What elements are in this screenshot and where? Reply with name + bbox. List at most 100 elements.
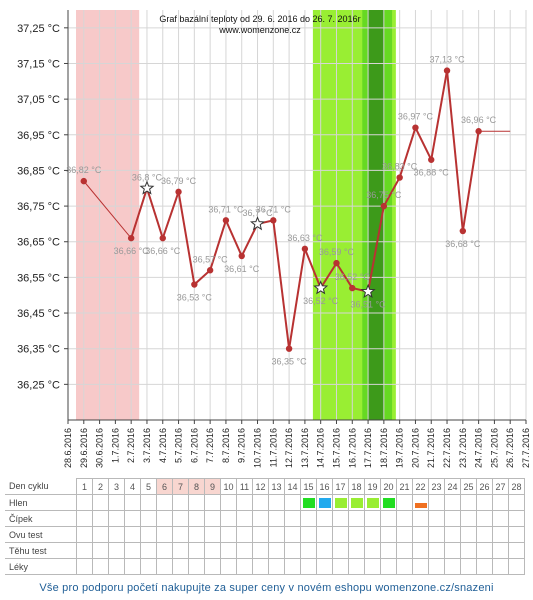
empty-cell: [92, 526, 109, 543]
empty-cell: [172, 510, 189, 527]
x-tick-label: 1.7.2016: [110, 428, 120, 463]
empty-cell: [140, 510, 157, 527]
empty-cell: [412, 526, 429, 543]
band-green-dark: [368, 10, 385, 420]
empty-cell: [300, 510, 317, 527]
hlen-mark: [350, 497, 363, 508]
hlen-cell: [220, 494, 237, 511]
data-label: 36,53 °C: [177, 293, 213, 303]
empty-cell: [508, 526, 525, 543]
empty-cell: [348, 542, 365, 559]
empty-cell: [492, 558, 509, 575]
empty-cell: [108, 510, 125, 527]
hlen-cell: [364, 494, 381, 511]
data-point: [349, 284, 356, 292]
x-tick-label: 11.7.2016: [268, 428, 278, 467]
x-tick-label: 30.6.2016: [95, 428, 105, 468]
cycle-day-cell: 25: [460, 478, 477, 495]
empty-cell: [92, 510, 109, 527]
cycle-day-cell: 9: [204, 478, 221, 495]
empty-cell: [188, 510, 205, 527]
empty-cell: [508, 558, 525, 575]
hlen-mark: [382, 497, 395, 508]
x-tick-label: 7.7.2016: [205, 428, 215, 463]
empty-cell: [156, 558, 173, 575]
empty-cell: [364, 526, 381, 543]
empty-cell: [460, 526, 477, 543]
cycle-day-cell: 26: [476, 478, 493, 495]
x-tick-label: 16.7.2016: [347, 428, 357, 468]
empty-cell: [316, 510, 333, 527]
empty-cell: [204, 558, 221, 575]
footer-shop-link[interactable]: Vše pro podporu početí nakupujte za supe…: [39, 582, 494, 594]
cycle-day-cell: 15: [300, 478, 317, 495]
cycle-day-cell: 11: [236, 478, 253, 495]
data-point-star: [139, 180, 155, 195]
cycle-day-cell: 23: [428, 478, 445, 495]
data-point: [238, 252, 245, 260]
cycle-day-cell: 21: [396, 478, 413, 495]
row-label: Ovu test: [5, 526, 77, 543]
empty-cell: [124, 510, 141, 527]
x-tick-label: 13.7.2016: [300, 428, 310, 468]
empty-cell: [460, 542, 477, 559]
hlen-cell: [300, 494, 317, 511]
band-pink: [76, 10, 140, 420]
cycle-table: Den cyklu 1 2 3 4 5 6 7 8 9 10 11 12 13 14 15 16 17 18 19 20…: [5, 478, 525, 575]
row-label: Léky: [5, 558, 77, 575]
empty-cell: [380, 510, 397, 527]
empty-cell: [364, 558, 381, 575]
hlen-cell: [156, 494, 173, 511]
hlen-cell: [396, 494, 413, 511]
y-tick-label: 36,75 °C: [17, 201, 60, 213]
cycle-day-cell: 20: [380, 478, 397, 495]
data-point-star: [360, 283, 376, 299]
empty-cell: [252, 542, 269, 559]
x-tick-label: 14.7.2016: [316, 428, 326, 468]
empty-cell: [428, 542, 445, 559]
x-axis: 28.6.2016 29.6.2016 30.6.2016 1.7.2016 2.7.2…: [63, 419, 531, 468]
empty-cell: [220, 558, 237, 575]
empty-cell: [396, 526, 413, 543]
cycle-day-cell: 16: [316, 478, 333, 495]
chart-grid: [67, 10, 527, 420]
cycle-day-cell: 22: [412, 478, 429, 495]
data-point: [396, 174, 403, 181]
cycle-day-cell: 12: [252, 478, 269, 495]
x-tick-label: 4.7.2016: [158, 428, 168, 463]
data-point: [412, 124, 419, 131]
x-tick-label: 8.7.2016: [221, 428, 231, 463]
series-segment: [303, 248, 322, 289]
empty-cell: [252, 510, 269, 527]
hlen-mark: [302, 497, 315, 508]
hlen-cell: [332, 494, 349, 511]
x-tick-label: 25.7.2016: [489, 428, 499, 468]
hlen-cell: [284, 494, 301, 511]
empty-cell: [220, 542, 237, 559]
data-label: 36,61 °C: [224, 264, 260, 274]
hlen-cell: [428, 494, 445, 511]
empty-cell: [476, 542, 493, 559]
data-point: [175, 188, 182, 196]
empty-cell: [316, 542, 333, 559]
table-row: Den cyklu 1 2 3 4 5 6 7 8 9 10 11 12 13 14 15 16 17 18 19 20…: [5, 478, 525, 495]
hlen-cell: [76, 494, 93, 511]
empty-cell: [300, 526, 317, 543]
y-tick-label: 37,05 °C: [17, 94, 60, 106]
empty-cell: [428, 558, 445, 575]
data-point: [159, 234, 166, 242]
cycle-day-cell: 6: [156, 478, 173, 495]
empty-cell: [236, 526, 253, 543]
empty-cell: [284, 510, 301, 527]
data-point: [443, 67, 451, 74]
data-point: [459, 227, 467, 235]
empty-cell: [444, 542, 461, 559]
x-tick-label: 23.7.2016: [458, 428, 468, 468]
empty-cell: [396, 558, 413, 575]
empty-cell: [492, 542, 509, 559]
hlen-cell: [460, 494, 477, 511]
y-tick-label: 36,25 °C: [17, 379, 60, 391]
cycle-day-cell: 8: [188, 478, 205, 495]
empty-cell: [156, 526, 173, 543]
row-label: Těhu test: [5, 542, 77, 559]
